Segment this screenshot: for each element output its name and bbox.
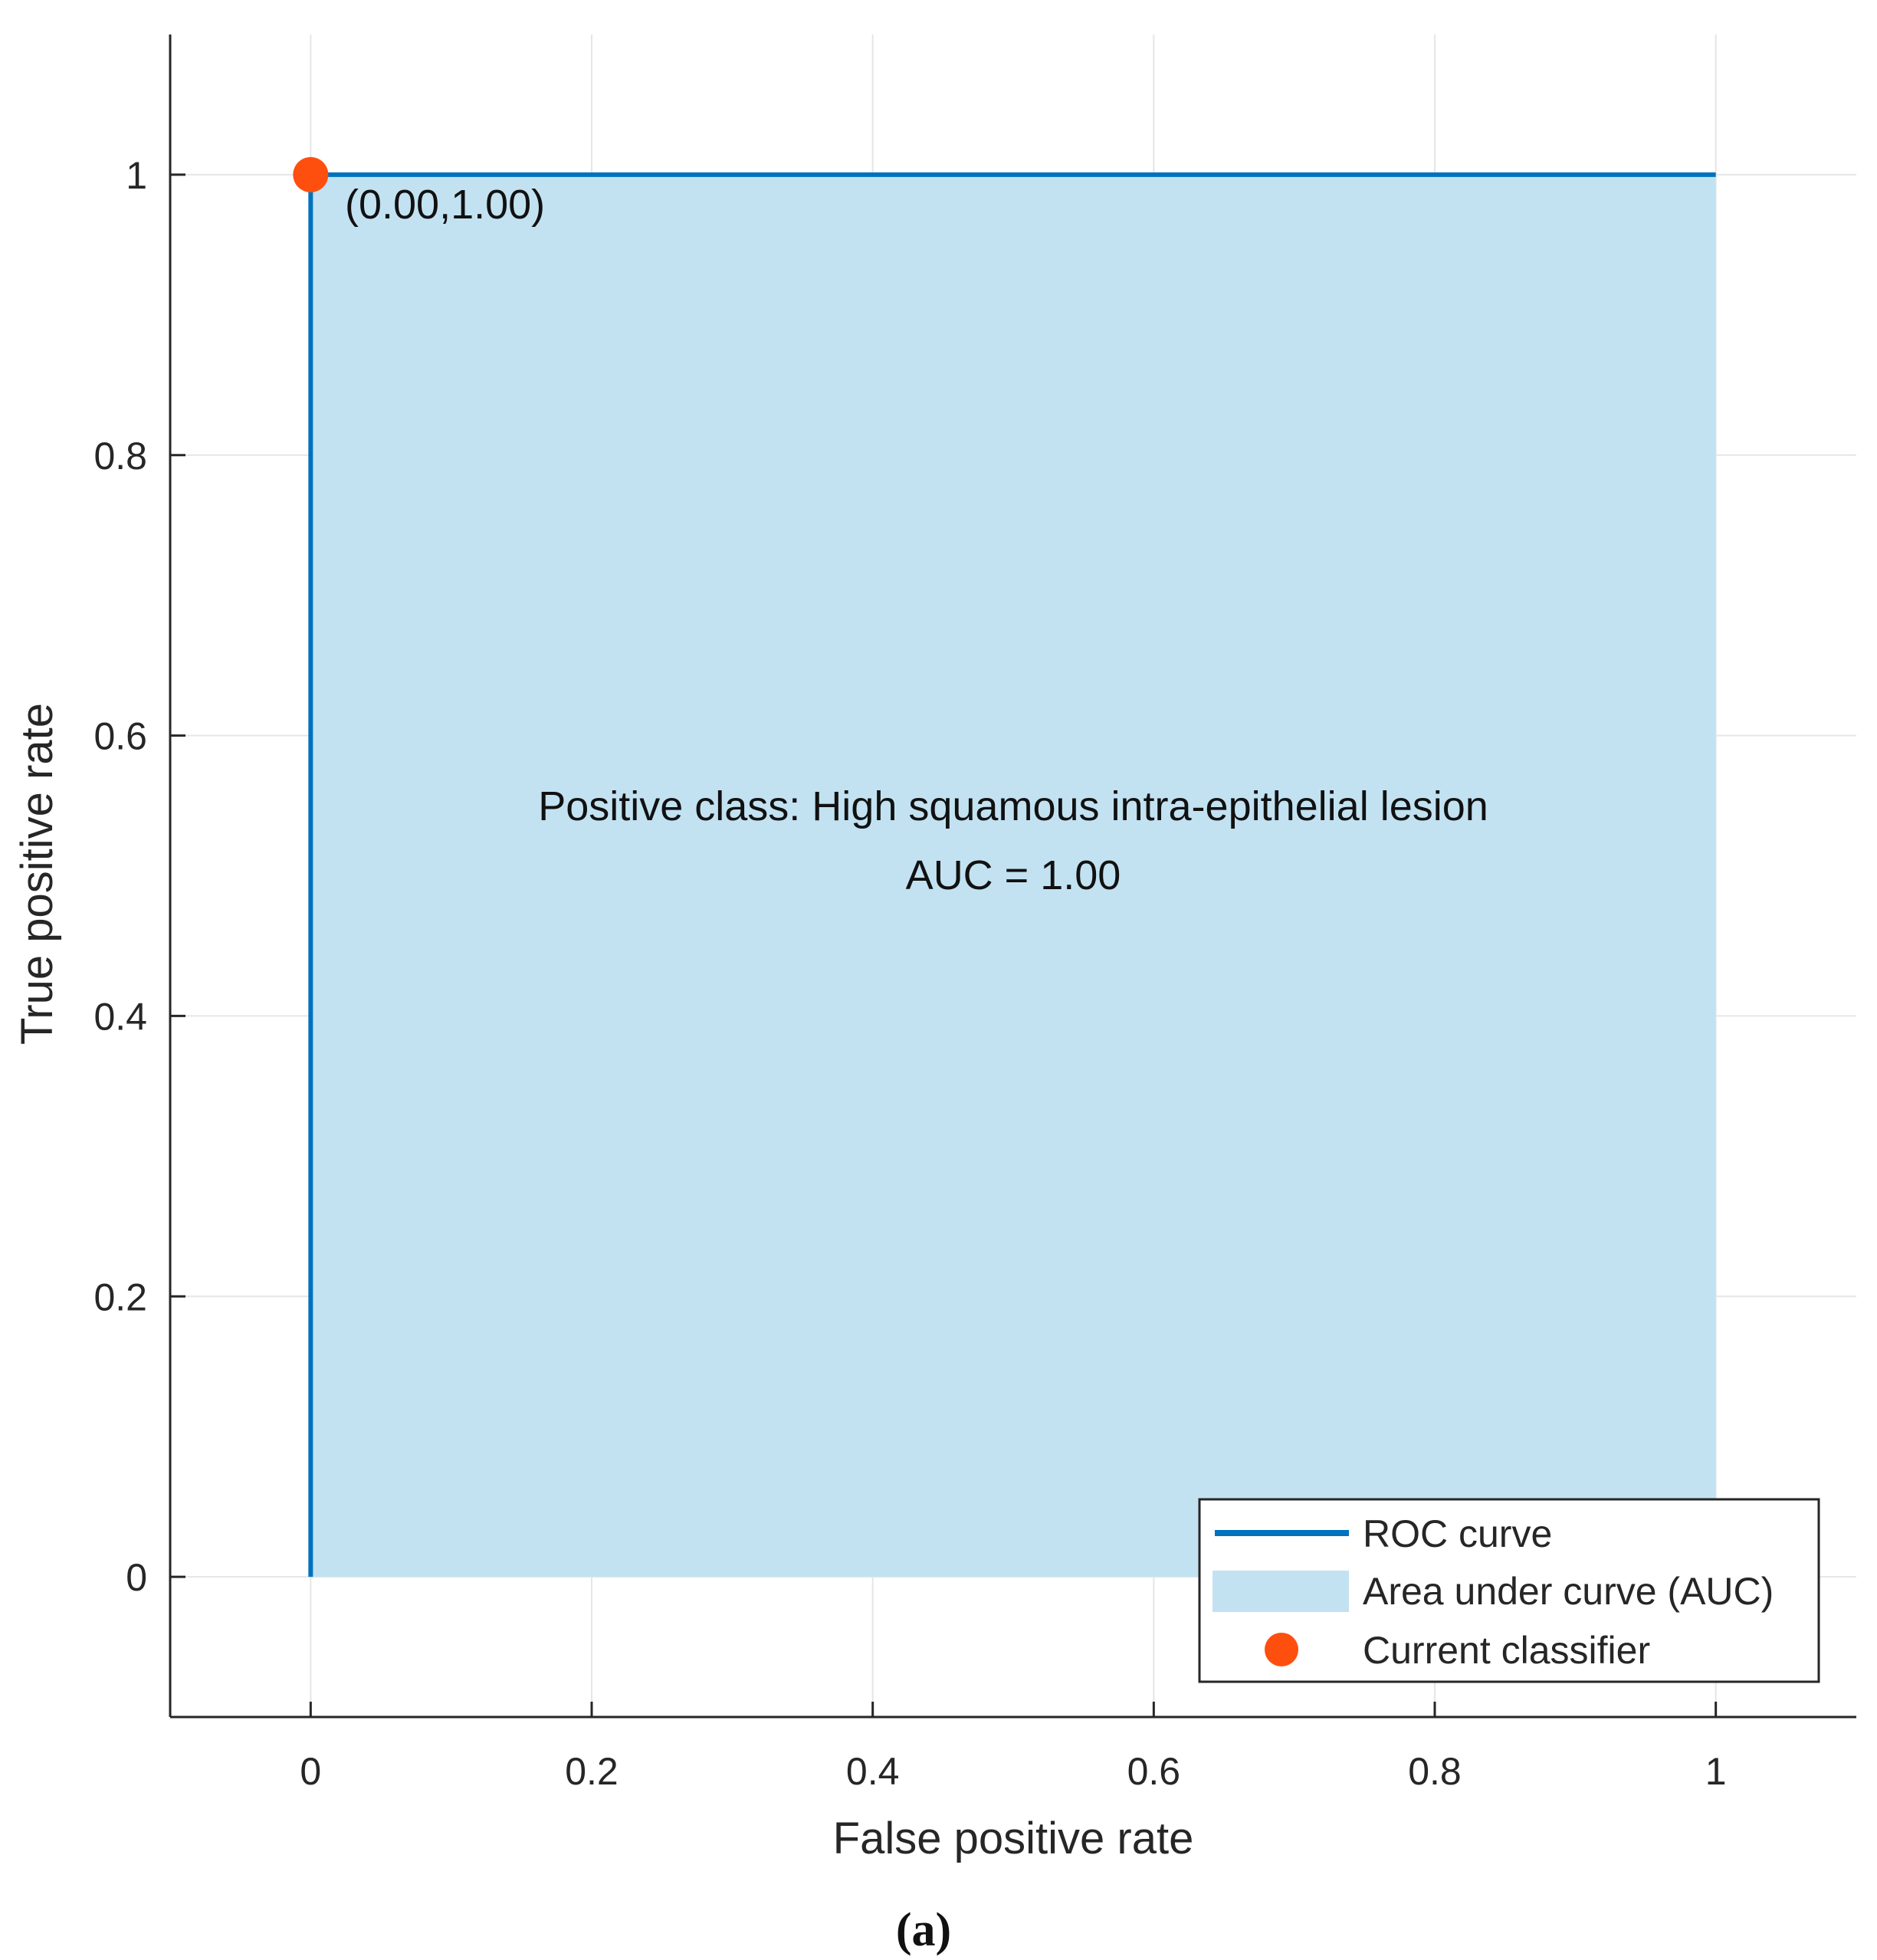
- auc-area: [310, 174, 1716, 1578]
- y-tick-label: 0.6: [94, 715, 147, 758]
- x-axis-label: False positive rate: [833, 1814, 1194, 1863]
- classifier-point-label: (0.00,1.00): [345, 182, 545, 228]
- current-classifier-layer: [293, 156, 329, 192]
- x-tick-label: 0.4: [846, 1750, 900, 1793]
- y-axis-label: True positive rate: [12, 703, 62, 1045]
- positive-class-annotation: Positive class: High squamous intra-epit…: [538, 783, 1488, 829]
- y-tick-label: 0: [126, 1556, 147, 1599]
- legend: ROC curve Area under curve (AUC) Current…: [1198, 1498, 1820, 1683]
- current-classifier-point: [293, 156, 329, 192]
- figure-caption: (a): [896, 1904, 951, 1956]
- auc-area-layer: [310, 174, 1716, 1578]
- y-tick-label: 0.2: [94, 1275, 147, 1318]
- tick-labels: 0 0.2 0.4 0.6 0.8 1 0 0.2 0.4 0.6 0.8 1: [94, 154, 1726, 1793]
- legend-roc-label: ROC curve: [1363, 1512, 1552, 1555]
- x-tick-label: 1: [1705, 1750, 1727, 1793]
- x-tick-label: 0.8: [1408, 1750, 1462, 1793]
- x-tick-label: 0.2: [565, 1750, 619, 1793]
- x-tick-label: 0.6: [1127, 1750, 1181, 1793]
- y-tick-label: 0.8: [94, 435, 147, 478]
- x-tick-label: 0: [300, 1750, 321, 1793]
- axes: [169, 34, 1856, 1719]
- auc-annotation: AUC = 1.00: [906, 852, 1121, 898]
- y-tick-label: 0.4: [94, 995, 147, 1038]
- legend-classifier-swatch: [1265, 1633, 1298, 1666]
- legend-auc-swatch: [1213, 1571, 1349, 1612]
- y-tick-label: 1: [126, 154, 147, 197]
- legend-classifier-label: Current classifier: [1363, 1629, 1650, 1672]
- legend-auc-label: Area under curve (AUC): [1363, 1570, 1774, 1613]
